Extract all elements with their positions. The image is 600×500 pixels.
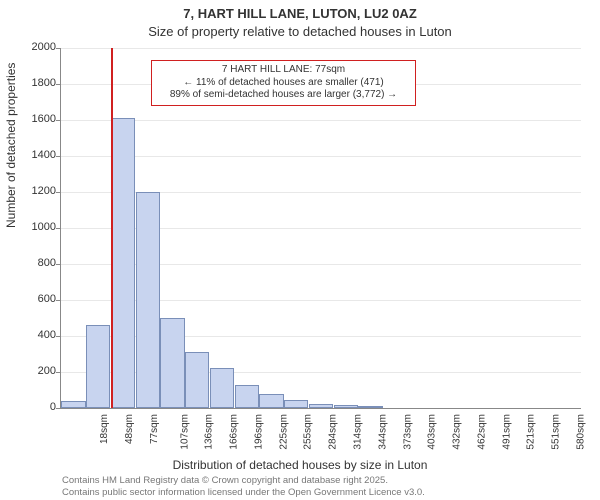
xtick-label: 166sqm: [229, 414, 240, 450]
gridline: [61, 120, 581, 121]
xtick-label: 136sqm: [204, 414, 215, 450]
xtick-label: 107sqm: [179, 414, 190, 450]
histogram-bar: [358, 406, 382, 408]
footer-line2: Contains public sector information licen…: [62, 487, 425, 498]
histogram-bar: [136, 192, 160, 408]
ytick-mark: [56, 264, 60, 265]
xtick-label: 77sqm: [149, 414, 160, 444]
ytick-mark: [56, 228, 60, 229]
histogram-bar: [86, 325, 110, 408]
gridline: [61, 48, 581, 49]
histogram-bar: [309, 404, 333, 409]
xtick-label: 373sqm: [402, 414, 413, 450]
ytick-label: 0: [6, 401, 56, 413]
annotation-line1: 7 HART HILL LANE: 77sqm: [158, 64, 409, 77]
ytick-label: 1600: [6, 113, 56, 125]
histogram-bar: [259, 394, 283, 408]
ytick-label: 400: [6, 329, 56, 341]
ytick-mark: [56, 408, 60, 409]
ytick-mark: [56, 336, 60, 337]
ytick-label: 200: [6, 365, 56, 377]
histogram-bar: [210, 368, 234, 408]
annotation-line3: 89% of semi-detached houses are larger (…: [158, 89, 409, 102]
ytick-mark: [56, 372, 60, 373]
annotation-box: 7 HART HILL LANE: 77sqm ← 11% of detache…: [151, 60, 416, 106]
ytick-label: 600: [6, 293, 56, 305]
chart-title-line1: 7, HART HILL LANE, LUTON, LU2 0AZ: [0, 6, 600, 21]
xtick-label: 551sqm: [551, 414, 562, 450]
xtick-label: 344sqm: [377, 414, 388, 450]
xtick-label: 48sqm: [124, 414, 135, 444]
xtick-label: 255sqm: [303, 414, 314, 450]
ytick-mark: [56, 84, 60, 85]
xtick-label: 18sqm: [99, 414, 110, 444]
xtick-label: 432sqm: [452, 414, 463, 450]
xtick-label: 314sqm: [353, 414, 364, 450]
xtick-label: 403sqm: [427, 414, 438, 450]
histogram-bar: [284, 400, 308, 408]
ytick-label: 2000: [6, 41, 56, 53]
histogram-bar: [185, 352, 209, 408]
footer-line1: Contains HM Land Registry data © Crown c…: [62, 475, 425, 486]
histogram-bar: [235, 385, 259, 408]
ytick-label: 1000: [6, 221, 56, 233]
ytick-label: 800: [6, 257, 56, 269]
reference-marker-line: [111, 48, 113, 408]
ytick-mark: [56, 300, 60, 301]
plot-area: 7 HART HILL LANE: 77sqm ← 11% of detache…: [60, 48, 581, 409]
ytick-label: 1800: [6, 77, 56, 89]
ytick-mark: [56, 192, 60, 193]
histogram-bar: [61, 401, 85, 408]
xtick-label: 580sqm: [575, 414, 586, 450]
chart-title-line2: Size of property relative to detached ho…: [0, 24, 600, 39]
histogram-bar: [111, 118, 135, 408]
gridline: [61, 156, 581, 157]
xtick-label: 491sqm: [501, 414, 512, 450]
ytick-label: 1200: [6, 185, 56, 197]
ytick-label: 1400: [6, 149, 56, 161]
x-axis-label: Distribution of detached houses by size …: [0, 458, 600, 472]
annotation-line2: ← 11% of detached houses are smaller (47…: [158, 77, 409, 90]
xtick-label: 462sqm: [476, 414, 487, 450]
xtick-label: 225sqm: [278, 414, 289, 450]
xtick-label: 196sqm: [254, 414, 265, 450]
ytick-mark: [56, 48, 60, 49]
xtick-label: 284sqm: [328, 414, 339, 450]
histogram-bar: [334, 405, 358, 408]
histogram-bar: [160, 318, 184, 408]
ytick-mark: [56, 120, 60, 121]
xtick-label: 521sqm: [526, 414, 537, 450]
ytick-mark: [56, 156, 60, 157]
property-size-histogram: 7, HART HILL LANE, LUTON, LU2 0AZ Size o…: [0, 0, 600, 500]
footer-attribution: Contains HM Land Registry data © Crown c…: [62, 475, 425, 498]
